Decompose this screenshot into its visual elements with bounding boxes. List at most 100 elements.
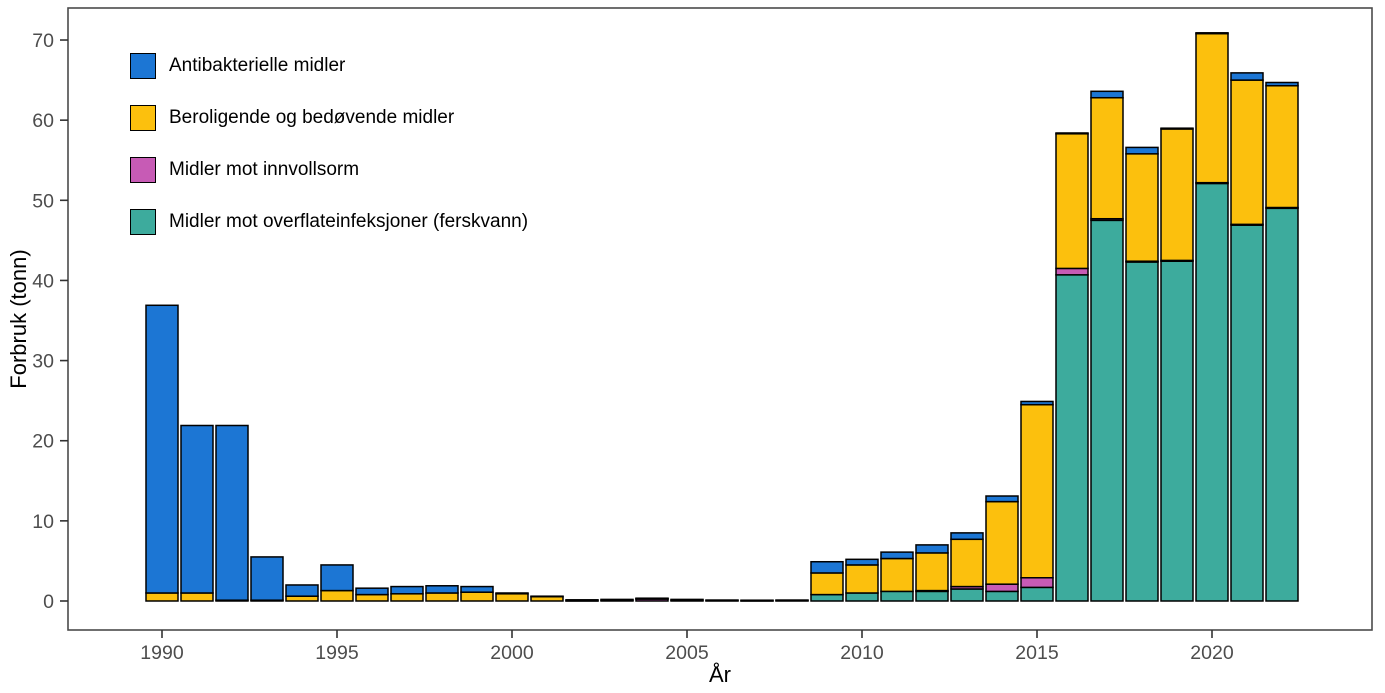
bar-segment <box>950 538 984 588</box>
bar-segment <box>950 532 984 541</box>
x-tick-label: 2020 <box>1190 642 1234 664</box>
bar-segment <box>985 583 1019 593</box>
bar-segment <box>880 590 914 602</box>
bar-segment <box>1055 132 1089 135</box>
bar-segment <box>985 590 1019 602</box>
bar-segment <box>215 424 249 601</box>
bar-segment <box>180 592 214 602</box>
bar-segment <box>1090 96 1124 220</box>
y-tick-label: 70 <box>32 30 54 52</box>
x-tick-label: 2000 <box>490 642 534 664</box>
bar-segment <box>495 592 529 595</box>
x-tick-label: 2005 <box>665 642 709 664</box>
legend-item-surface-infections: Midler mot overflateinfeksjoner (ferskva… <box>130 208 528 235</box>
x-axis-title: År <box>709 662 731 687</box>
x-tick-label: 2010 <box>840 642 884 664</box>
bar-segment <box>1230 224 1264 602</box>
bar-segment <box>845 564 879 594</box>
bar-segment <box>460 585 494 593</box>
bar-segment <box>320 564 354 592</box>
y-tick-label: 0 <box>43 591 54 613</box>
bar-segment <box>915 544 949 554</box>
bar-segment <box>1090 90 1124 99</box>
bar-segment <box>1195 32 1229 35</box>
bar-segment <box>670 598 704 601</box>
bar-segment <box>1090 219 1124 602</box>
bar-segment <box>1020 400 1054 406</box>
legend-label: Midler mot innvollsorm <box>169 159 360 180</box>
bar-segment <box>740 599 774 602</box>
bar-segment <box>320 589 354 602</box>
bar-segment <box>915 552 949 592</box>
bar-segment <box>880 557 914 593</box>
bar-segment <box>985 495 1019 503</box>
x-tick-label: 1995 <box>315 642 359 664</box>
bar-segment <box>600 598 634 601</box>
bar-segment <box>985 500 1019 585</box>
bar-segment <box>950 588 984 602</box>
bar-segment <box>1125 153 1159 262</box>
legend: Antibakterielle midler Beroligende og be… <box>130 52 528 235</box>
bar-segment <box>880 551 914 560</box>
bar-segment <box>425 592 459 602</box>
bar-segment <box>145 592 179 602</box>
legend-item-endoparasites: Midler mot innvollsorm <box>130 156 528 183</box>
y-axis-title: Forbruk (tonn) <box>6 249 31 389</box>
bar-segment <box>355 593 389 602</box>
bar-segment <box>355 587 389 596</box>
bar-segment <box>1125 261 1159 602</box>
bar-segment <box>1230 72 1264 81</box>
bar-segment <box>1160 260 1194 602</box>
legend-swatch-endoparasites <box>130 156 156 183</box>
bar-segment <box>530 595 564 598</box>
bar-segment <box>1055 133 1089 270</box>
bar-segment <box>1195 182 1229 602</box>
bar-segment <box>180 424 214 594</box>
bar-segment <box>1055 267 1089 276</box>
bar-segment <box>425 585 459 594</box>
bar-segment <box>250 556 284 601</box>
legend-label: Beroligende og bedøvende midler <box>169 107 455 128</box>
x-tick-label: 1990 <box>140 642 184 664</box>
bar-segment <box>145 304 179 594</box>
legend-label: Antibakterielle midler <box>169 55 346 76</box>
bar-segment <box>495 593 529 602</box>
y-tick-label: 10 <box>32 511 54 533</box>
bar-segment <box>1265 81 1299 87</box>
bar-segment <box>810 593 844 602</box>
bar-segment <box>635 597 669 600</box>
x-tick-label: 2015 <box>1015 642 1059 664</box>
bar-segment <box>1125 146 1159 155</box>
y-tick-label: 20 <box>32 431 54 453</box>
bar-segment <box>460 591 494 602</box>
y-tick-label: 50 <box>32 190 54 212</box>
bar-segment <box>1020 577 1054 589</box>
bar-segment <box>1160 128 1194 262</box>
bar-segment <box>1230 79 1264 226</box>
legend-item-antibacterials: Antibakterielle midler <box>130 52 528 79</box>
bar-segment <box>705 599 739 602</box>
bar-segment <box>565 599 599 602</box>
bar-segment <box>285 584 319 597</box>
legend-swatch-antibacterials <box>130 52 156 79</box>
bar-segment <box>775 599 809 602</box>
legend-swatch-sedatives <box>130 104 156 131</box>
bar-segment <box>810 560 844 574</box>
bar-segment <box>1055 274 1089 602</box>
bar-segment <box>1020 586 1054 602</box>
legend-item-sedatives: Beroligende og bedøvende midler <box>130 104 528 131</box>
y-tick-label: 60 <box>32 110 54 132</box>
bar-segment <box>1265 84 1299 209</box>
bar-segment <box>1195 32 1229 184</box>
bar-segment <box>390 585 424 595</box>
legend-swatch-surface-infections <box>130 208 156 235</box>
bar-segment <box>1160 127 1194 130</box>
bar-segment <box>810 572 844 596</box>
bar-segment <box>390 593 424 602</box>
bar-segment <box>845 592 879 602</box>
bar-segment <box>1020 403 1054 579</box>
bar-segment <box>1265 207 1299 602</box>
y-tick-label: 30 <box>32 351 54 373</box>
